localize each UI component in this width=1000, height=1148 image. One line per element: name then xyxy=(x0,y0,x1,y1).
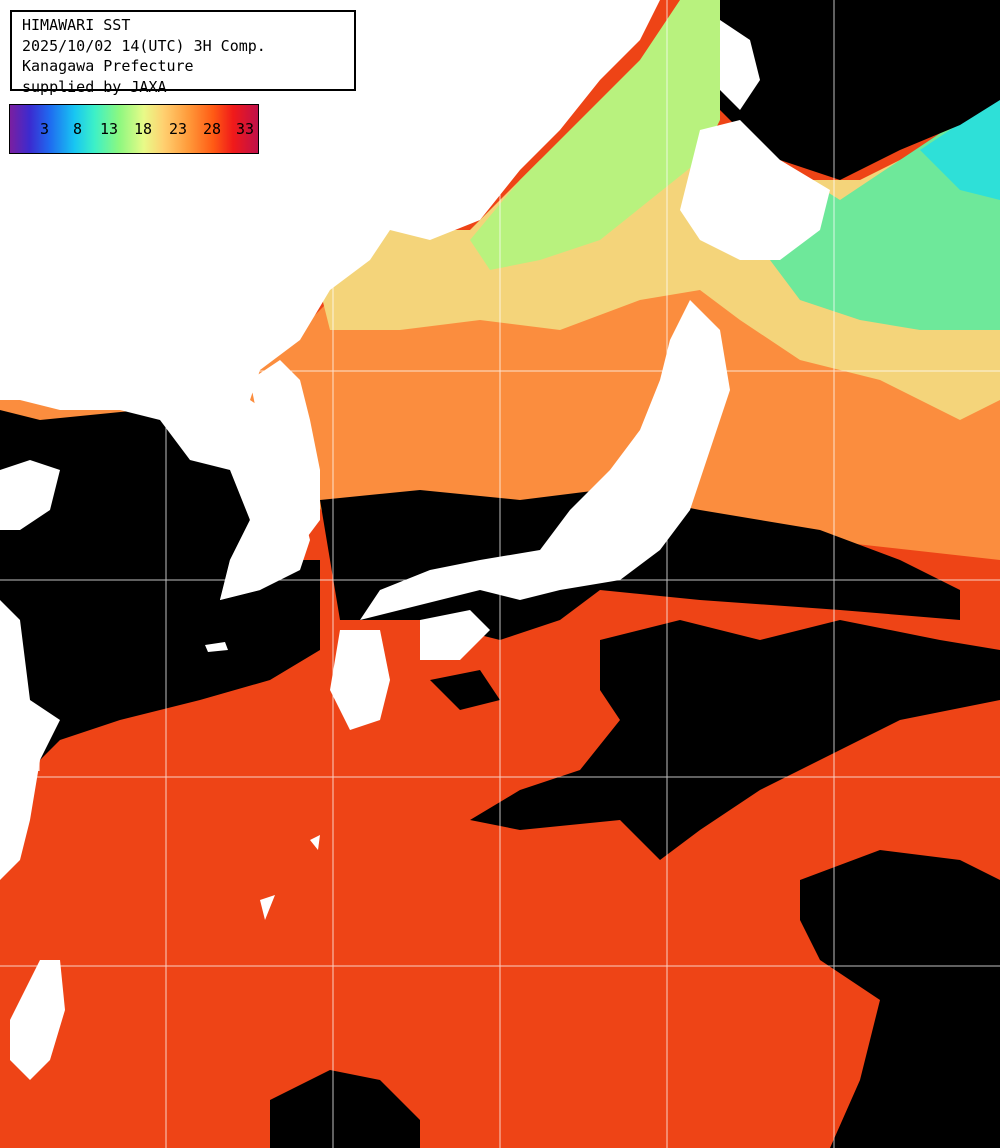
publisher-name: Kanagawa Prefecture xyxy=(22,57,194,75)
cold-sea-region xyxy=(470,0,720,270)
legend-tick-3: 3 xyxy=(40,120,50,138)
taiwan-island xyxy=(10,960,65,1080)
legend-tick-28: 28 xyxy=(203,120,222,138)
latitude-label-40n: 40N xyxy=(17,354,41,369)
hokkaido-island xyxy=(680,120,830,260)
latitude-label-30n: 30N xyxy=(17,760,41,775)
sakhalin-island xyxy=(720,20,760,110)
cyan-sea-region xyxy=(920,100,1000,200)
china-coast xyxy=(0,600,60,880)
cloud-mask-south xyxy=(270,1070,420,1148)
data-source-credit: supplied by JAXA xyxy=(22,77,167,96)
jeju-island xyxy=(205,642,228,652)
product-title: HIMAWARI SST xyxy=(22,16,131,34)
kyushu-island xyxy=(330,630,390,730)
shikoku-island xyxy=(420,610,490,660)
cloud-mask-east xyxy=(470,620,1000,860)
cloud-patch-1 xyxy=(430,670,500,710)
temperature-color-scale: 3 8 13 18 23 28 33 xyxy=(9,104,259,154)
legend-tick-13: 13 xyxy=(100,120,119,138)
legend-tick-18: 18 xyxy=(134,120,153,138)
korean-peninsula xyxy=(220,360,320,600)
ryukyu-island-2 xyxy=(260,895,275,920)
cloud-mask-west xyxy=(0,410,320,780)
ryukyu-island-1 xyxy=(310,835,320,850)
map-info-box: HIMAWARI SST 2025/10/02 14(UTC) 3H Comp.… xyxy=(10,10,356,96)
observation-time: 2025/10/02 14(UTC) 3H Comp. xyxy=(22,36,266,55)
legend-tick-23: 23 xyxy=(169,120,188,138)
cool-sea-region xyxy=(320,110,1000,420)
honshu-island xyxy=(360,300,730,620)
cloud-mask-north xyxy=(720,0,1000,180)
legend-tick-33: 33 xyxy=(236,120,255,138)
cloud-mask-southeast xyxy=(800,850,1000,1148)
cloud-patch-2 xyxy=(900,920,1000,1010)
shandong-peninsula xyxy=(0,460,60,530)
legend-tick-8: 8 xyxy=(73,120,83,138)
